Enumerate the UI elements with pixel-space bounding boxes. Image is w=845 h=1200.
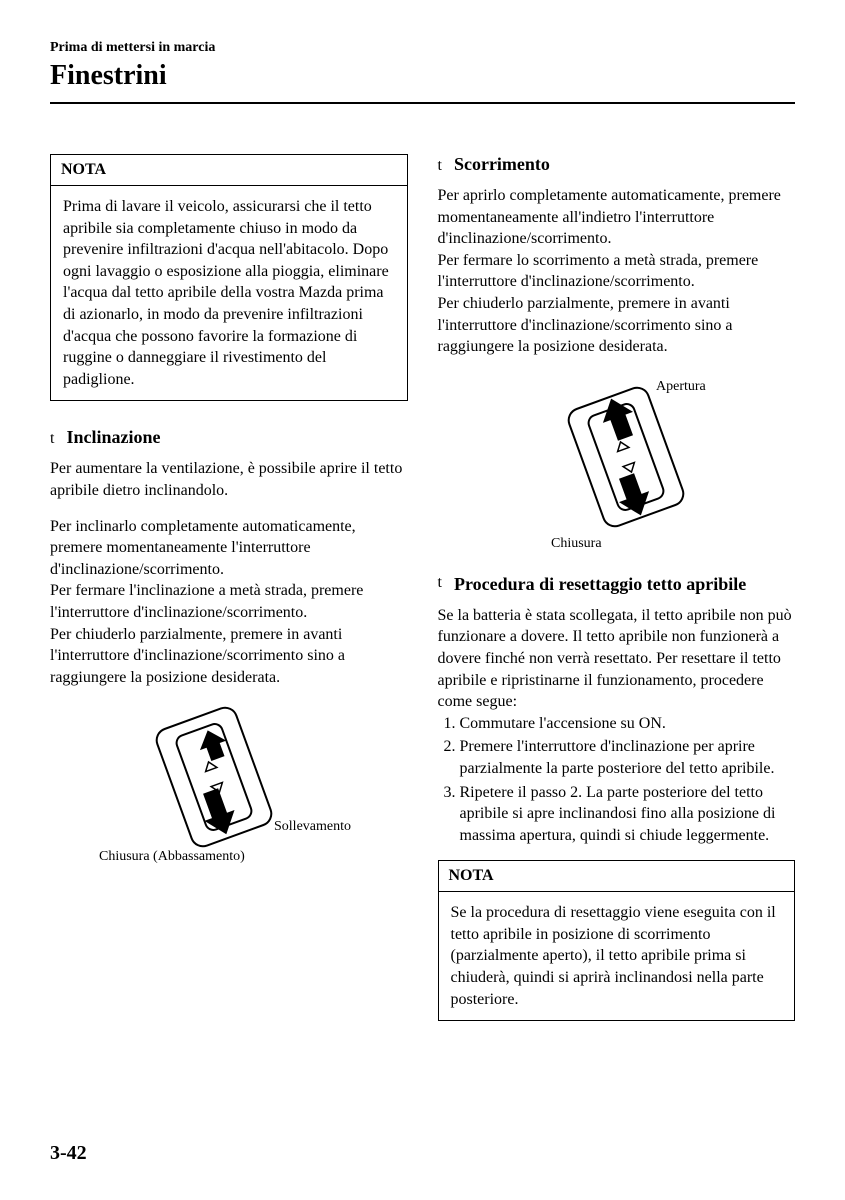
figure-slide-switch: Apertura Chiusura — [438, 372, 796, 552]
page-number: 3-42 — [50, 1142, 87, 1165]
paragraph: Per inclinarlo completamente automaticam… — [50, 516, 408, 581]
section-reset-heading: t Procedura di resettaggio tetto apribil… — [438, 574, 796, 595]
paragraph: Se la batteria è stata scollegata, il te… — [438, 605, 796, 713]
tilt-switch-icon: Sollevamento Chiusura (Abbassamento) — [99, 702, 359, 882]
list-item: Premere l'interruttore d'inclinazione pe… — [460, 736, 796, 779]
note-box-reset: NOTA Se la procedura di resettaggio vien… — [438, 860, 796, 1021]
content-columns: NOTA Prima di lavare il veicolo, assicur… — [50, 154, 795, 1047]
section-title: Procedura di resettaggio tetto apribile — [454, 574, 746, 595]
page-header: Prima di mettersi in marcia Finestrini — [50, 40, 795, 92]
figure-label-down: Chiusura (Abbassamento) — [99, 849, 245, 864]
section-title: Inclinazione — [66, 427, 160, 448]
note-body: Prima di lavare il veicolo, assicurarsi … — [51, 186, 407, 400]
figure-label-up: Sollevamento — [274, 819, 351, 834]
section-title: Scorrimento — [454, 154, 550, 175]
figure-label-open: Apertura — [656, 379, 707, 394]
note-box-wash: NOTA Prima di lavare il veicolo, assicur… — [50, 154, 408, 401]
paragraph: Per chiuderlo parzialmente, premere in a… — [438, 293, 796, 358]
page-title: Finestrini — [50, 60, 795, 92]
section-scorrimento-heading: t Scorrimento — [438, 154, 796, 175]
note-header: NOTA — [439, 861, 795, 892]
section-inclinazione-heading: t Inclinazione — [50, 427, 408, 448]
paragraph: Per aprirlo completamente automaticament… — [438, 185, 796, 250]
paragraph: Per chiuderlo parzialmente, premere in a… — [50, 624, 408, 689]
paragraph: Per fermare lo scorrimento a metà strada… — [438, 250, 796, 293]
list-item: Commutare l'accensione su ON. — [460, 713, 796, 735]
section-marker: t — [50, 430, 54, 448]
figure-label-close: Chiusura — [551, 536, 602, 551]
slide-switch-icon: Apertura Chiusura — [496, 372, 736, 552]
right-column: t Scorrimento Per aprirlo completamente … — [438, 154, 796, 1047]
list-item: Ripetere il passo 2. La parte posteriore… — [460, 782, 796, 847]
note-header: NOTA — [51, 155, 407, 186]
paragraph: Per aumentare la ventilazione, è possibi… — [50, 458, 408, 501]
reset-steps-list: Commutare l'accensione su ON. Premere l'… — [438, 713, 796, 847]
title-divider — [50, 102, 795, 104]
section-marker: t — [438, 574, 442, 592]
super-title: Prima di mettersi in marcia — [50, 40, 795, 56]
note-body: Se la procedura di resettaggio viene ese… — [439, 892, 795, 1020]
section-marker: t — [438, 157, 442, 175]
figure-tilt-switch: Sollevamento Chiusura (Abbassamento) — [50, 702, 408, 882]
paragraph: Per fermare l'inclinazione a metà strada… — [50, 580, 408, 623]
left-column: NOTA Prima di lavare il veicolo, assicur… — [50, 154, 408, 1047]
